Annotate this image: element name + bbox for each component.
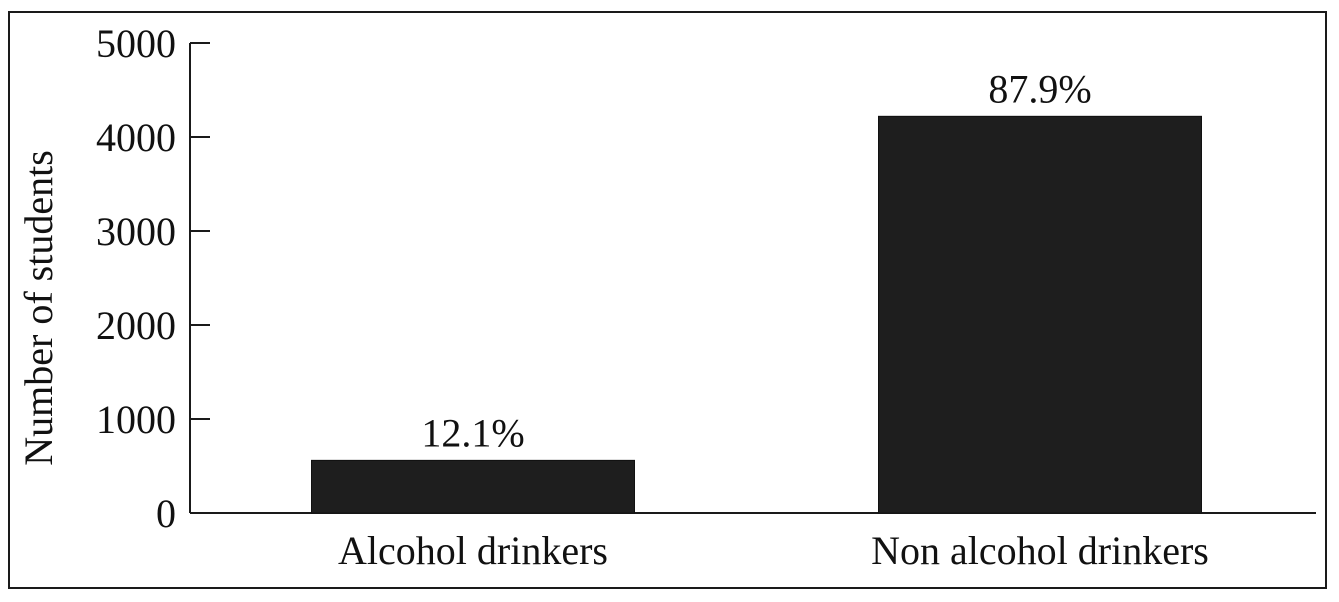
y-tick-label: 4000 bbox=[96, 115, 176, 160]
y-tick-label: 2000 bbox=[96, 303, 176, 348]
bars bbox=[311, 115, 1202, 514]
x-axis: Alcohol drinkers Non alcohol drinkers bbox=[190, 512, 1316, 573]
data-label: 87.9% bbox=[988, 66, 1091, 111]
y-tick-label: 5000 bbox=[96, 21, 176, 66]
x-category-label: Non alcohol drinkers bbox=[871, 528, 1209, 573]
data-label: 12.1% bbox=[421, 410, 524, 455]
y-tick-label: 3000 bbox=[96, 209, 176, 254]
data-labels: 12.1% 87.9% bbox=[421, 66, 1091, 455]
bar-alcohol-drinkers bbox=[311, 459, 635, 514]
y-axis-title: Number of students bbox=[16, 150, 61, 466]
x-category-label: Alcohol drinkers bbox=[338, 528, 608, 573]
y-tick-label: 1000 bbox=[96, 397, 176, 442]
y-axis: 0 1000 2000 3000 4000 5000 bbox=[96, 21, 210, 536]
y-tick-label: 0 bbox=[156, 491, 176, 536]
bar-non-alcohol-drinkers bbox=[878, 115, 1202, 514]
